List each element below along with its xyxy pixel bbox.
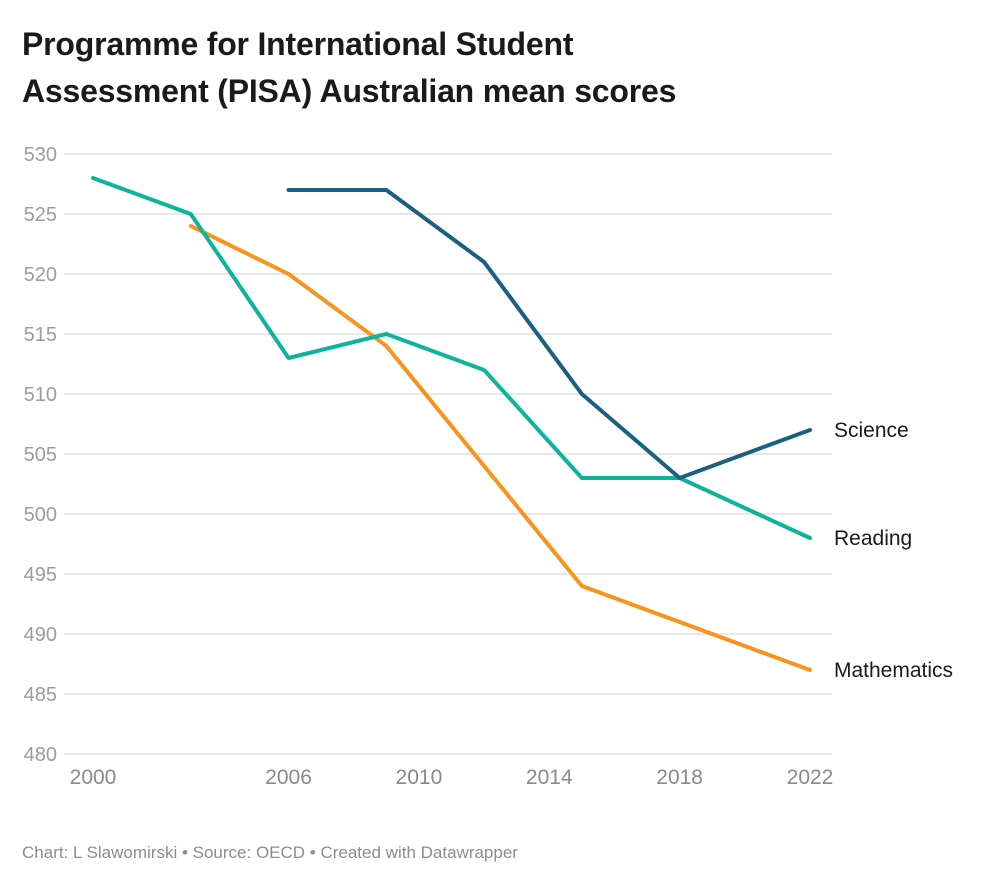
y-tick-label: 520 [24, 264, 57, 286]
x-tick-label: 2000 [70, 766, 117, 789]
series-label-science: Science [834, 419, 909, 442]
x-tick-label: 2010 [396, 766, 443, 789]
y-tick-label: 515 [24, 324, 57, 346]
chart-footer: Chart: L Slawomirski • Source: OECD • Cr… [22, 843, 518, 862]
y-tick-label: 525 [24, 204, 57, 226]
x-tick-label: 2006 [265, 766, 312, 789]
series-label-mathematics: Mathematics [834, 659, 953, 682]
x-tick-label: 2014 [526, 766, 573, 789]
series-line-science [286, 188, 812, 480]
y-tick-label: 505 [24, 444, 57, 466]
series-line-reading [91, 176, 812, 540]
y-tick-label: 510 [24, 384, 57, 406]
x-tick-label: 2018 [656, 766, 703, 789]
series-line-mathematics [188, 224, 812, 672]
y-tick-label: 530 [24, 144, 57, 166]
y-tick-label: 480 [24, 744, 57, 766]
y-tick-label: 490 [24, 624, 57, 646]
title-line-2: Assessment (PISA) Australian mean scores [22, 73, 677, 109]
y-tick-label: 500 [24, 504, 57, 526]
series-label-reading: Reading [834, 527, 912, 550]
page-title: Programme for International Student Asse… [22, 21, 676, 115]
y-tick-label: 485 [24, 684, 57, 706]
x-tick-label: 2022 [787, 766, 834, 789]
title-line-1: Programme for International Student [22, 26, 574, 62]
y-tick-label: 495 [24, 564, 57, 586]
